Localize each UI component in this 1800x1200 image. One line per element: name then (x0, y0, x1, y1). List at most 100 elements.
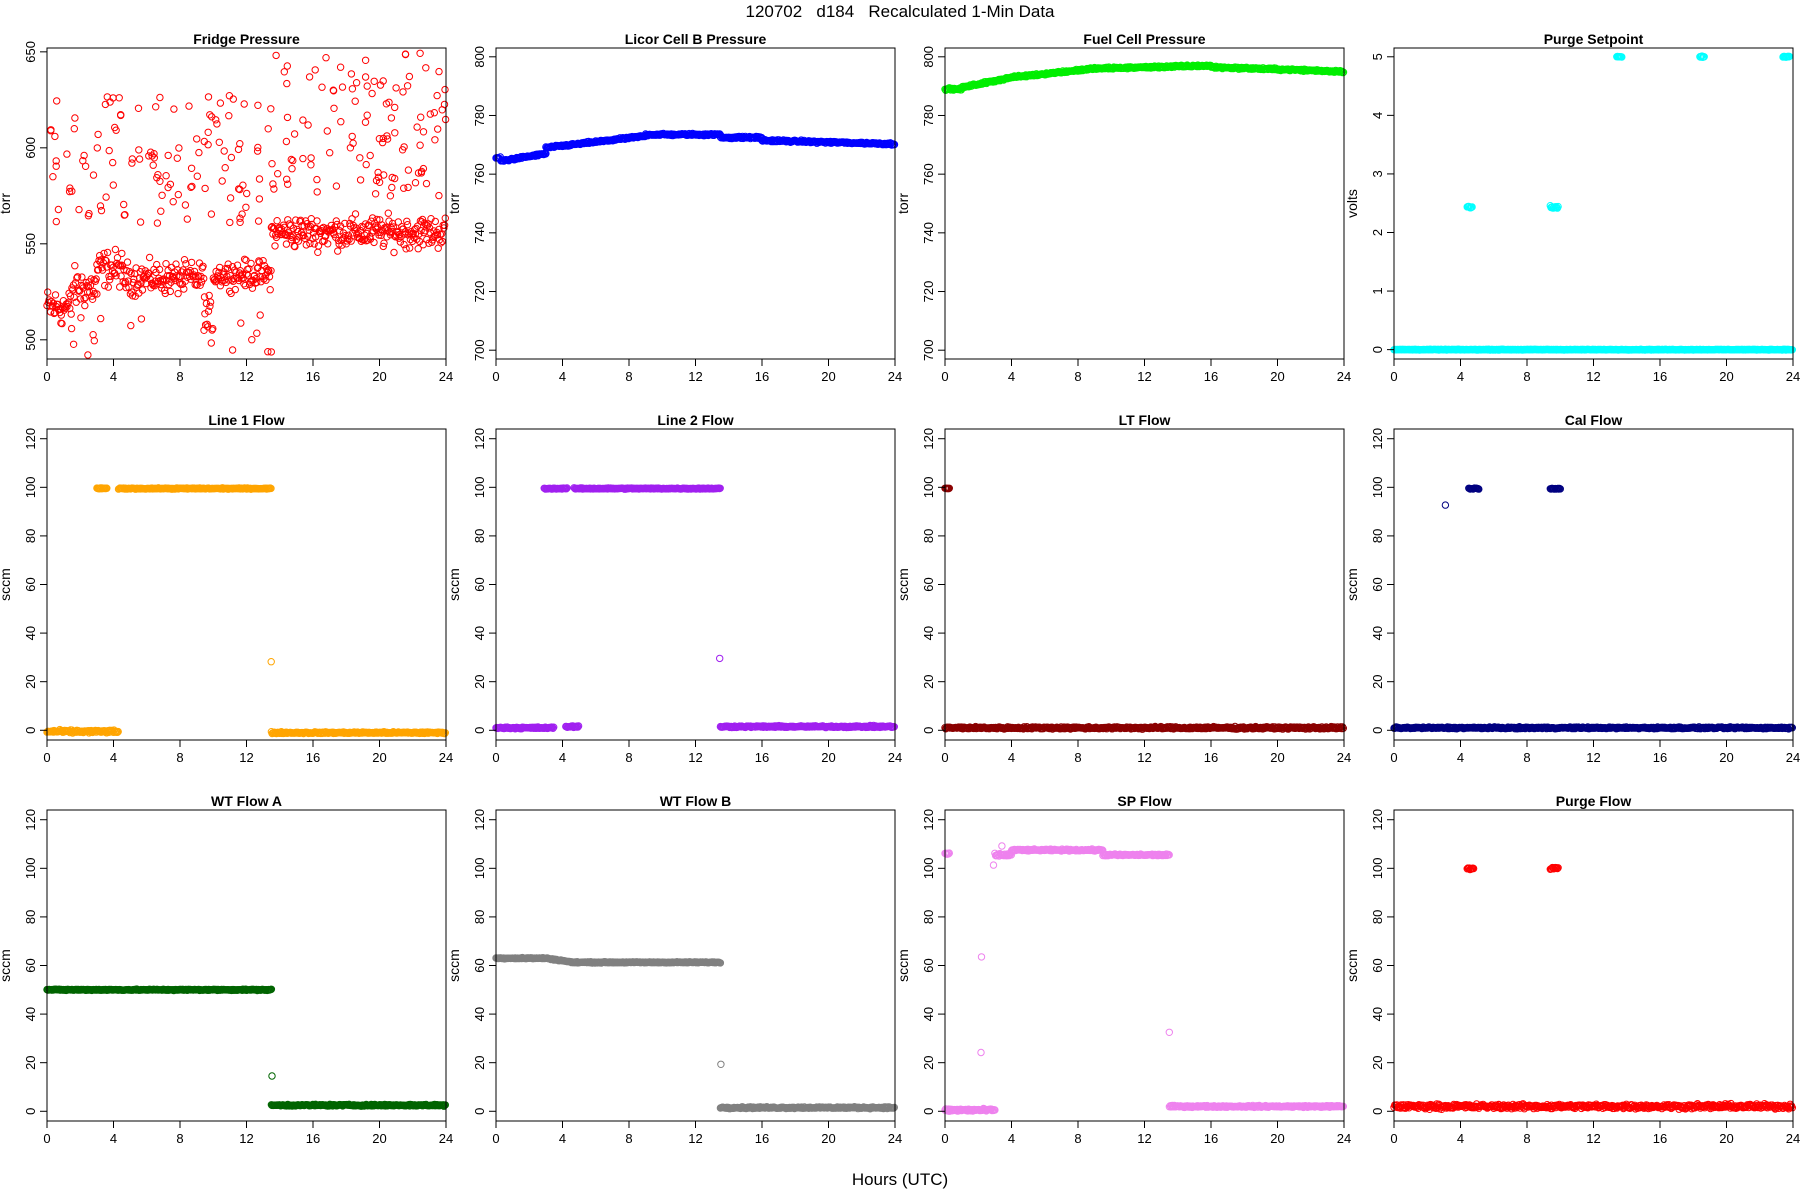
y-tick-label: 20 (472, 674, 487, 688)
plot-frame (944, 428, 1345, 741)
data-point (264, 125, 272, 133)
data-point (122, 283, 130, 292)
data-point (366, 151, 374, 160)
data-point (80, 151, 88, 160)
data-point (243, 189, 251, 198)
data-point (379, 77, 387, 85)
data-point (117, 111, 125, 119)
y-tick-label: 720 (921, 281, 936, 303)
y-tick-label: 4 (1370, 112, 1385, 119)
data-point (93, 290, 101, 298)
data-point (574, 723, 582, 731)
data-point (431, 136, 439, 144)
data-point (84, 351, 92, 359)
data-point (392, 84, 400, 92)
data-point (220, 147, 228, 155)
data-point (190, 271, 198, 279)
data-point (1338, 723, 1347, 731)
y-tick-label: 0 (1370, 346, 1385, 353)
data-point (166, 180, 175, 189)
data-point (326, 149, 334, 157)
y-tick-label: 800 (921, 46, 936, 68)
data-point (383, 135, 392, 143)
y-axis-label: sccm (895, 568, 911, 601)
data-points (43, 49, 450, 359)
data-points (43, 484, 449, 738)
data-point (282, 240, 291, 248)
x-tick-label: 0 (43, 750, 50, 765)
data-point (228, 346, 237, 354)
y-axis-label: sccm (0, 568, 13, 601)
x-tick-label: 8 (625, 369, 632, 384)
panel-title: Cal Flow (1565, 412, 1623, 428)
data-point (422, 179, 431, 188)
x-tick-label: 4 (1008, 369, 1015, 384)
data-point (193, 172, 202, 180)
data-point (253, 147, 262, 155)
data-point (352, 79, 361, 87)
data-point (283, 79, 291, 88)
data-point (266, 286, 274, 294)
y-tick-label: 40 (23, 626, 38, 640)
data-point (411, 230, 420, 238)
data-point (263, 265, 271, 273)
data-point (196, 281, 204, 289)
data-point (113, 728, 122, 736)
data-point (336, 63, 345, 71)
x-tick-label: 16 (755, 369, 769, 384)
data-point (138, 286, 147, 294)
data-point (236, 267, 245, 275)
data-point (255, 175, 264, 183)
data-point (294, 237, 303, 245)
data-point (240, 100, 248, 108)
data-point (348, 85, 357, 93)
data-point (120, 200, 128, 209)
data-point (61, 304, 70, 312)
data-point (125, 268, 134, 276)
data-point (716, 484, 724, 492)
y-tick-label: 760 (921, 163, 936, 185)
x-tick-label: 16 (755, 750, 769, 765)
data-point (433, 91, 441, 100)
panel-title: LT Flow (1119, 412, 1171, 428)
plot-frame (46, 428, 447, 741)
data-point (1553, 203, 1561, 212)
y-tick-label: 780 (921, 105, 936, 127)
data-point (204, 128, 212, 137)
data-point (267, 105, 275, 113)
data-point (282, 137, 291, 146)
x-tick-label: 12 (688, 369, 702, 384)
data-point (348, 132, 356, 141)
data-point (156, 93, 164, 102)
data-point (351, 97, 359, 105)
data-point (81, 162, 90, 171)
y-tick-label: 3 (1370, 170, 1385, 177)
y-tick-label: 80 (472, 529, 487, 543)
data-point (180, 285, 188, 293)
data-point (414, 245, 422, 253)
data-point (307, 154, 315, 162)
data-point (127, 269, 135, 278)
data-point (111, 245, 120, 254)
data-point (380, 171, 388, 179)
data-point (416, 141, 424, 149)
data-point (100, 249, 108, 258)
data-point (103, 484, 111, 492)
x-tick-label: 0 (492, 369, 499, 384)
data-point (435, 191, 443, 200)
data-point (356, 176, 365, 184)
data-point (71, 262, 79, 270)
data-point (273, 217, 281, 225)
data-point (234, 145, 243, 154)
panel-title: Fridge Pressure (193, 31, 300, 47)
data-point (386, 192, 395, 200)
y-tick-label: 780 (472, 105, 487, 127)
data-point (299, 116, 307, 124)
data-point (247, 259, 255, 268)
data-point (311, 66, 319, 74)
data-point (283, 113, 292, 122)
data-point (135, 146, 143, 154)
y-tick-label: 40 (921, 626, 936, 640)
data-point (173, 266, 182, 274)
